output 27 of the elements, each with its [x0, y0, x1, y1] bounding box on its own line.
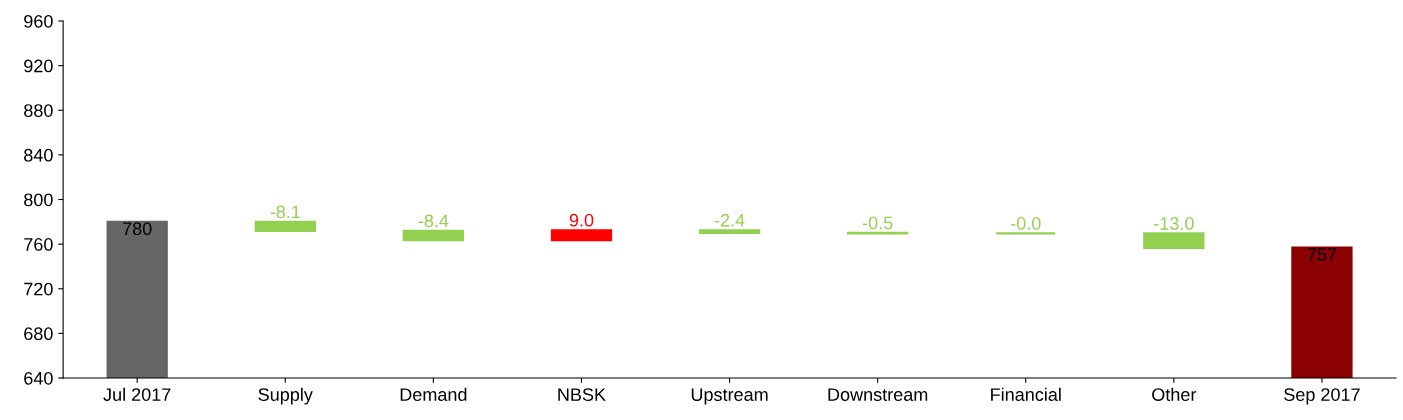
x-tick-label: Sep 2017 [1284, 388, 1360, 405]
y-tick-label: 720 [24, 282, 53, 296]
x-tick-label: Other [1152, 387, 1197, 401]
data-label: -8.4 [418, 214, 449, 228]
y-tick-label: 960 [24, 14, 53, 28]
x-tick-label: Financial [991, 387, 1061, 401]
data-label: -0.0 [1011, 217, 1041, 230]
y-tick-label: 880 [24, 104, 53, 117]
data-label: -8.1 [270, 205, 300, 219]
data-label: 757 [1307, 248, 1337, 261]
data-label: -13.0 [1154, 217, 1194, 230]
data-label: -2.4 [714, 213, 745, 227]
y-tick-label: 840 [24, 148, 53, 162]
y-tick-label: 920 [24, 59, 53, 73]
y-tick-label: 800 [24, 193, 53, 207]
x-tick-label: Upstream [691, 388, 768, 405]
data-label: 9.0 [569, 213, 594, 227]
x-tick-label: Demand [400, 387, 467, 401]
x-tick-label: Supply [258, 387, 313, 405]
data-label: -0.5 [862, 216, 893, 230]
y-tick-label: 640 [24, 371, 53, 385]
x-tick-label: NBSK [558, 388, 606, 401]
x-tick-label: Jul 2017 [103, 387, 171, 401]
y-tick-label: 760 [24, 238, 53, 251]
y-tick-label: 680 [24, 327, 53, 341]
data-label: 780 [123, 222, 152, 236]
x-tick-label: Downstream [828, 388, 928, 401]
